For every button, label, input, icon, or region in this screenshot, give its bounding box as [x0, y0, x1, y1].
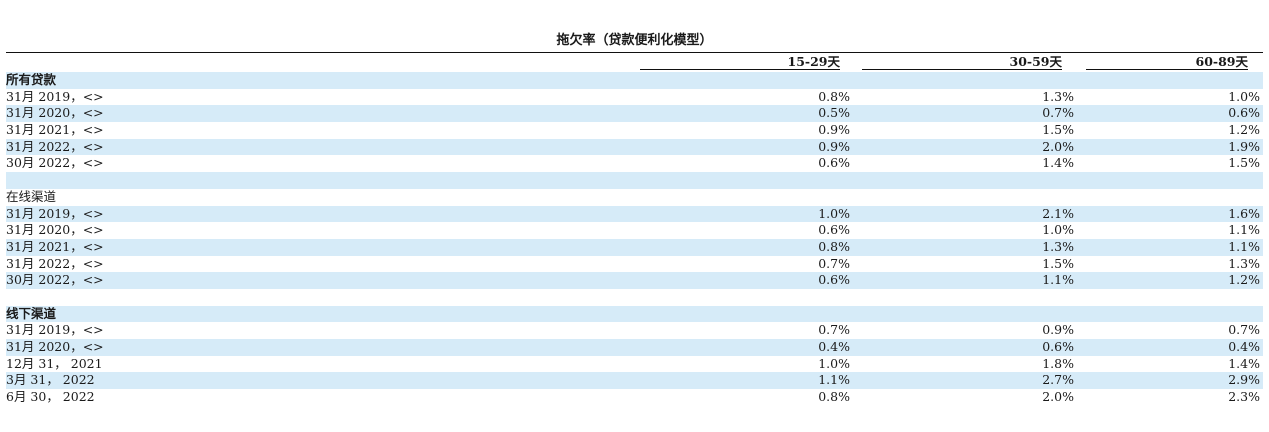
cell-value: 2.1%	[1042, 205, 1074, 221]
row-label: 30月 2022，<>	[6, 272, 104, 288]
table-row: 31月 2019，<> 0.7% 0.9% 0.7%	[6, 322, 1263, 339]
table-row: 31月 2021，<> 0.9% 1.5% 1.2%	[6, 122, 1263, 139]
row-label: 3月 31， 2022	[6, 372, 95, 388]
cell-value: 1.2%	[1228, 122, 1260, 138]
cell-value: 0.8%	[818, 238, 850, 254]
cell-value: 0.8%	[818, 88, 850, 104]
row-label: 31月 2019，<>	[6, 88, 104, 104]
spacer-row	[6, 289, 1263, 306]
row-label: 30月 2022，<>	[6, 155, 104, 171]
table-body: 所有贷款 31月 2019，<> 0.8% 1.3% 1.0% 31月 2020，<> 0.…	[6, 72, 1263, 406]
table-header: 15-29天 30-59天 60-89天	[6, 54, 1263, 71]
cell-value: 0.7%	[818, 322, 850, 338]
row-label: 31月 2021，<>	[6, 238, 104, 254]
table-title: 拖欠率（贷款便利化模型）	[556, 33, 713, 48]
table-row: 31月 2022，<> 0.9% 2.0% 1.9%	[6, 138, 1263, 156]
section-row: 线下渠道	[6, 305, 1263, 323]
row-label: 31月 2021，<>	[6, 122, 104, 138]
cell-value: 2.3%	[1228, 389, 1260, 405]
section-label: 在线渠道	[6, 188, 57, 204]
title-rule	[6, 52, 1263, 53]
row-label: 6月 30， 2022	[6, 389, 95, 405]
cell-value: 1.4%	[1228, 355, 1260, 371]
table-row: 31月 2020，<> 0.5% 0.7% 0.6%	[6, 105, 1263, 123]
table-row: 31月 2019，<> 1.0% 2.1% 1.6%	[6, 205, 1263, 223]
row-label: 31月 2020，<>	[6, 105, 104, 121]
row-label: 31月 2019，<>	[6, 205, 104, 221]
column-header-30-59: 30-59天	[862, 54, 1062, 70]
cell-value: 2.0%	[1042, 389, 1074, 405]
cell-value: 1.5%	[1228, 155, 1260, 171]
cell-value: 0.8%	[818, 389, 850, 405]
section-row: 在线渠道	[6, 189, 1263, 206]
cell-value: 0.5%	[818, 105, 850, 121]
cell-value: 2.7%	[1042, 372, 1074, 388]
table-row: 31月 2020，<> 0.4% 0.6% 0.4%	[6, 339, 1263, 356]
cell-value: 1.1%	[1228, 222, 1260, 238]
cell-value: 0.4%	[818, 339, 850, 354]
table-row: 6月 30， 2022 0.8% 2.0% 2.3%	[6, 389, 1263, 406]
cell-value: 0.6%	[818, 155, 850, 171]
cell-value: 0.4%	[1228, 339, 1260, 354]
cell-value: 1.1%	[1042, 272, 1074, 288]
row-label: 31月 2019，<>	[6, 322, 104, 338]
cell-value: 1.1%	[1228, 238, 1260, 254]
cell-value: 0.6%	[1228, 105, 1260, 121]
cell-value: 1.0%	[818, 205, 850, 221]
cell-value: 1.3%	[1228, 255, 1260, 271]
cell-value: 1.9%	[1228, 138, 1260, 154]
row-label: 12月 31， 2021	[6, 355, 103, 371]
cell-value: 0.6%	[818, 222, 850, 238]
table-row: 31月 2022，<> 0.7% 1.5% 1.3%	[6, 256, 1263, 273]
row-label: 31月 2022，<>	[6, 255, 104, 271]
spacer-row	[6, 172, 1263, 189]
cell-value: 1.3%	[1042, 238, 1074, 254]
cell-value: 1.3%	[1042, 88, 1074, 104]
cell-value: 1.6%	[1228, 205, 1260, 221]
column-header-60-89: 60-89天	[1086, 54, 1248, 70]
cell-value: 1.0%	[1042, 222, 1074, 238]
table-row: 3月 31， 2022 1.1% 2.7% 2.9%	[6, 372, 1263, 390]
cell-value: 1.0%	[818, 355, 850, 371]
table-row: 30月 2022，<> 0.6% 1.1% 1.2%	[6, 272, 1263, 289]
cell-value: 0.6%	[818, 272, 850, 288]
cell-value: 0.7%	[1228, 322, 1260, 338]
section-row: 所有贷款	[6, 72, 1263, 89]
cell-value: 0.9%	[818, 138, 850, 154]
row-label: 31月 2020，<>	[6, 222, 104, 238]
cell-value: 1.4%	[1042, 155, 1074, 171]
cell-value: 0.9%	[1042, 322, 1074, 338]
cell-value: 1.8%	[1042, 355, 1074, 371]
row-label: 31月 2020，<>	[6, 339, 104, 354]
cell-value: 1.0%	[1228, 88, 1260, 104]
cell-value: 1.5%	[1042, 255, 1074, 271]
table-row: 12月 31， 2021 1.0% 1.8% 1.4%	[6, 356, 1263, 373]
table-row: 31月 2021，<> 0.8% 1.3% 1.1%	[6, 238, 1263, 256]
cell-value: 0.7%	[1042, 105, 1074, 121]
cell-value: 1.5%	[1042, 122, 1074, 138]
row-label: 31月 2022，<>	[6, 138, 104, 154]
section-label: 线下渠道	[6, 305, 57, 321]
cell-value: 2.0%	[1042, 138, 1074, 154]
column-header-15-29: 15-29天	[640, 54, 840, 70]
cell-value: 2.9%	[1228, 372, 1260, 388]
cell-value: 0.6%	[1042, 339, 1074, 354]
cell-value: 1.2%	[1228, 272, 1260, 288]
table-row: 31月 2019，<> 0.8% 1.3% 1.0%	[6, 89, 1263, 106]
cell-value: 0.7%	[818, 255, 850, 271]
cell-value: 0.9%	[818, 122, 850, 138]
section-label: 所有贷款	[6, 72, 57, 87]
table-row: 31月 2020，<> 0.6% 1.0% 1.1%	[6, 222, 1263, 239]
cell-value: 1.1%	[818, 372, 850, 388]
table-row: 30月 2022，<> 0.6% 1.4% 1.5%	[6, 155, 1263, 172]
